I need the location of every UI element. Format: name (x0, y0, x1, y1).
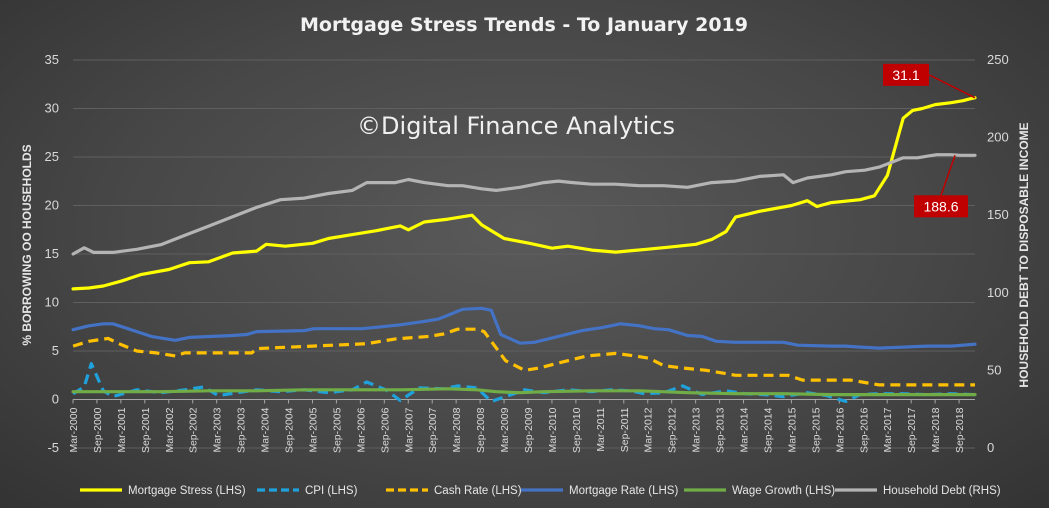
x-tick-label: Sep-2001 (140, 407, 152, 453)
x-tick-label: Mar-2004 (260, 407, 272, 452)
legend-label: CPI (LHS) (305, 485, 358, 497)
callout-value: 31.1 (892, 67, 919, 83)
x-axis: Mar-2000 Sep-2000 Mar-2001 Sep-2001 Mar-2002… (68, 399, 966, 453)
x-tick-label: Mar-2000 (68, 407, 80, 452)
callout-leader (940, 155, 956, 196)
x-tick-label: Sep-2007 (427, 407, 439, 453)
watermark-text: ©Digital Finance Analytics (357, 112, 675, 140)
chart-legend: Mortgage Stress (LHS) CPI (LHS) Cash Rate … (80, 485, 1001, 497)
y-axis-left: -5 0 5 10 15 20 25 30 35 (45, 52, 59, 455)
y-left-tick-label: 15 (45, 246, 59, 261)
y-left-tick-label: 0 (52, 392, 59, 407)
y-left-tick-label: 30 (45, 101, 59, 116)
x-tick-label: Sep-2003 (236, 407, 248, 453)
value-callouts: 31.1 188.6 (883, 63, 976, 218)
x-tick-label: Sep-2011 (619, 407, 631, 452)
x-tick-label: Mar-2010 (547, 407, 559, 452)
series-line-household-debt (71, 153, 977, 256)
x-tick-label: Mar-2007 (403, 407, 415, 452)
y-left-tick-label: 35 (45, 52, 59, 67)
callout-leader (928, 74, 976, 99)
y-axis-right-label: HOUSEHOLD DEBT TO DISPOSABLE INCOME (1017, 122, 1031, 387)
x-tick-label: Mar-2002 (164, 407, 176, 452)
series-line-wage-growth (71, 387, 977, 397)
x-tick-label: Sep-2004 (284, 407, 296, 453)
series-line-mortgage-rate (71, 306, 977, 350)
x-tick-label: Mar-2018 (930, 407, 942, 452)
x-tick-label: Sep-2009 (523, 407, 535, 453)
y-right-tick-label: 50 (987, 362, 1001, 377)
x-tick-label: Mar-2015 (786, 407, 798, 452)
legend-label: Cash Rate (LHS) (434, 485, 522, 497)
x-tick-label: Mar-2011 (595, 407, 607, 451)
chart-title: Mortgage Stress Trends - To January 2019 (300, 14, 748, 36)
x-tick-label: Mar-2017 (882, 407, 894, 452)
legend-label: Wage Growth (LHS) (732, 485, 835, 497)
x-tick-label: Mar-2014 (739, 407, 751, 452)
y-axis-right: 0 50 100 150 200 250 (987, 52, 1009, 455)
y-left-tick-label: 10 (45, 295, 59, 310)
y-axis-left-label: % BORROWING OO HOUSEHOLDS (20, 144, 34, 345)
y-left-tick-label: -5 (47, 440, 59, 455)
y-right-tick-label: 200 (987, 130, 1009, 145)
x-tick-label: Mar-2001 (116, 407, 128, 452)
callout-box (883, 63, 929, 86)
x-tick-label: Sep-2012 (667, 407, 679, 453)
y-right-tick-label: 150 (987, 207, 1009, 222)
x-tick-label: Sep-2008 (475, 407, 487, 453)
y-left-tick-label: 25 (45, 149, 59, 164)
legend-label: Mortgage Rate (LHS) (569, 485, 678, 497)
callout-box (914, 195, 968, 218)
x-tick-label: Mar-2005 (307, 407, 319, 452)
series-line-mortgage-stress (71, 96, 977, 291)
x-tick-label: Sep-2010 (571, 407, 583, 453)
x-tick-label: Mar-2012 (643, 407, 655, 452)
x-tick-label: Sep-2015 (810, 407, 822, 453)
callout-value: 188.6 (923, 198, 958, 214)
y-right-tick-label: 0 (987, 440, 994, 455)
legend-label: Household Debt (RHS) (883, 485, 1001, 497)
x-tick-label: Mar-2003 (212, 407, 224, 452)
x-tick-label: Sep-2013 (715, 407, 727, 453)
x-tick-label: Sep-2006 (379, 407, 391, 453)
x-tick-label: Sep-2000 (92, 407, 104, 453)
x-tick-label: Sep-2002 (188, 407, 200, 453)
y-right-tick-label: 250 (987, 52, 1009, 67)
x-tick-label: Sep-2005 (331, 407, 343, 453)
x-tick-label: Mar-2006 (355, 407, 367, 452)
x-tick-label: Sep-2017 (906, 407, 918, 453)
x-tick-label: Mar-2016 (834, 407, 846, 452)
series-lines (71, 96, 977, 403)
x-tick-label: Sep-2014 (762, 407, 774, 453)
y-right-tick-label: 100 (987, 285, 1009, 300)
x-tick-label: Mar-2013 (691, 407, 703, 452)
x-tick-label: Mar-2008 (451, 407, 463, 452)
gridlines (73, 59, 975, 449)
x-tick-label: Sep-2016 (858, 407, 870, 453)
y-left-tick-label: 20 (45, 198, 59, 213)
x-tick-label: Mar-2009 (499, 407, 511, 452)
y-left-tick-label: 5 (52, 343, 59, 358)
legend-label: Mortgage Stress (LHS) (128, 485, 246, 497)
x-tick-label: Sep-2018 (954, 407, 966, 453)
